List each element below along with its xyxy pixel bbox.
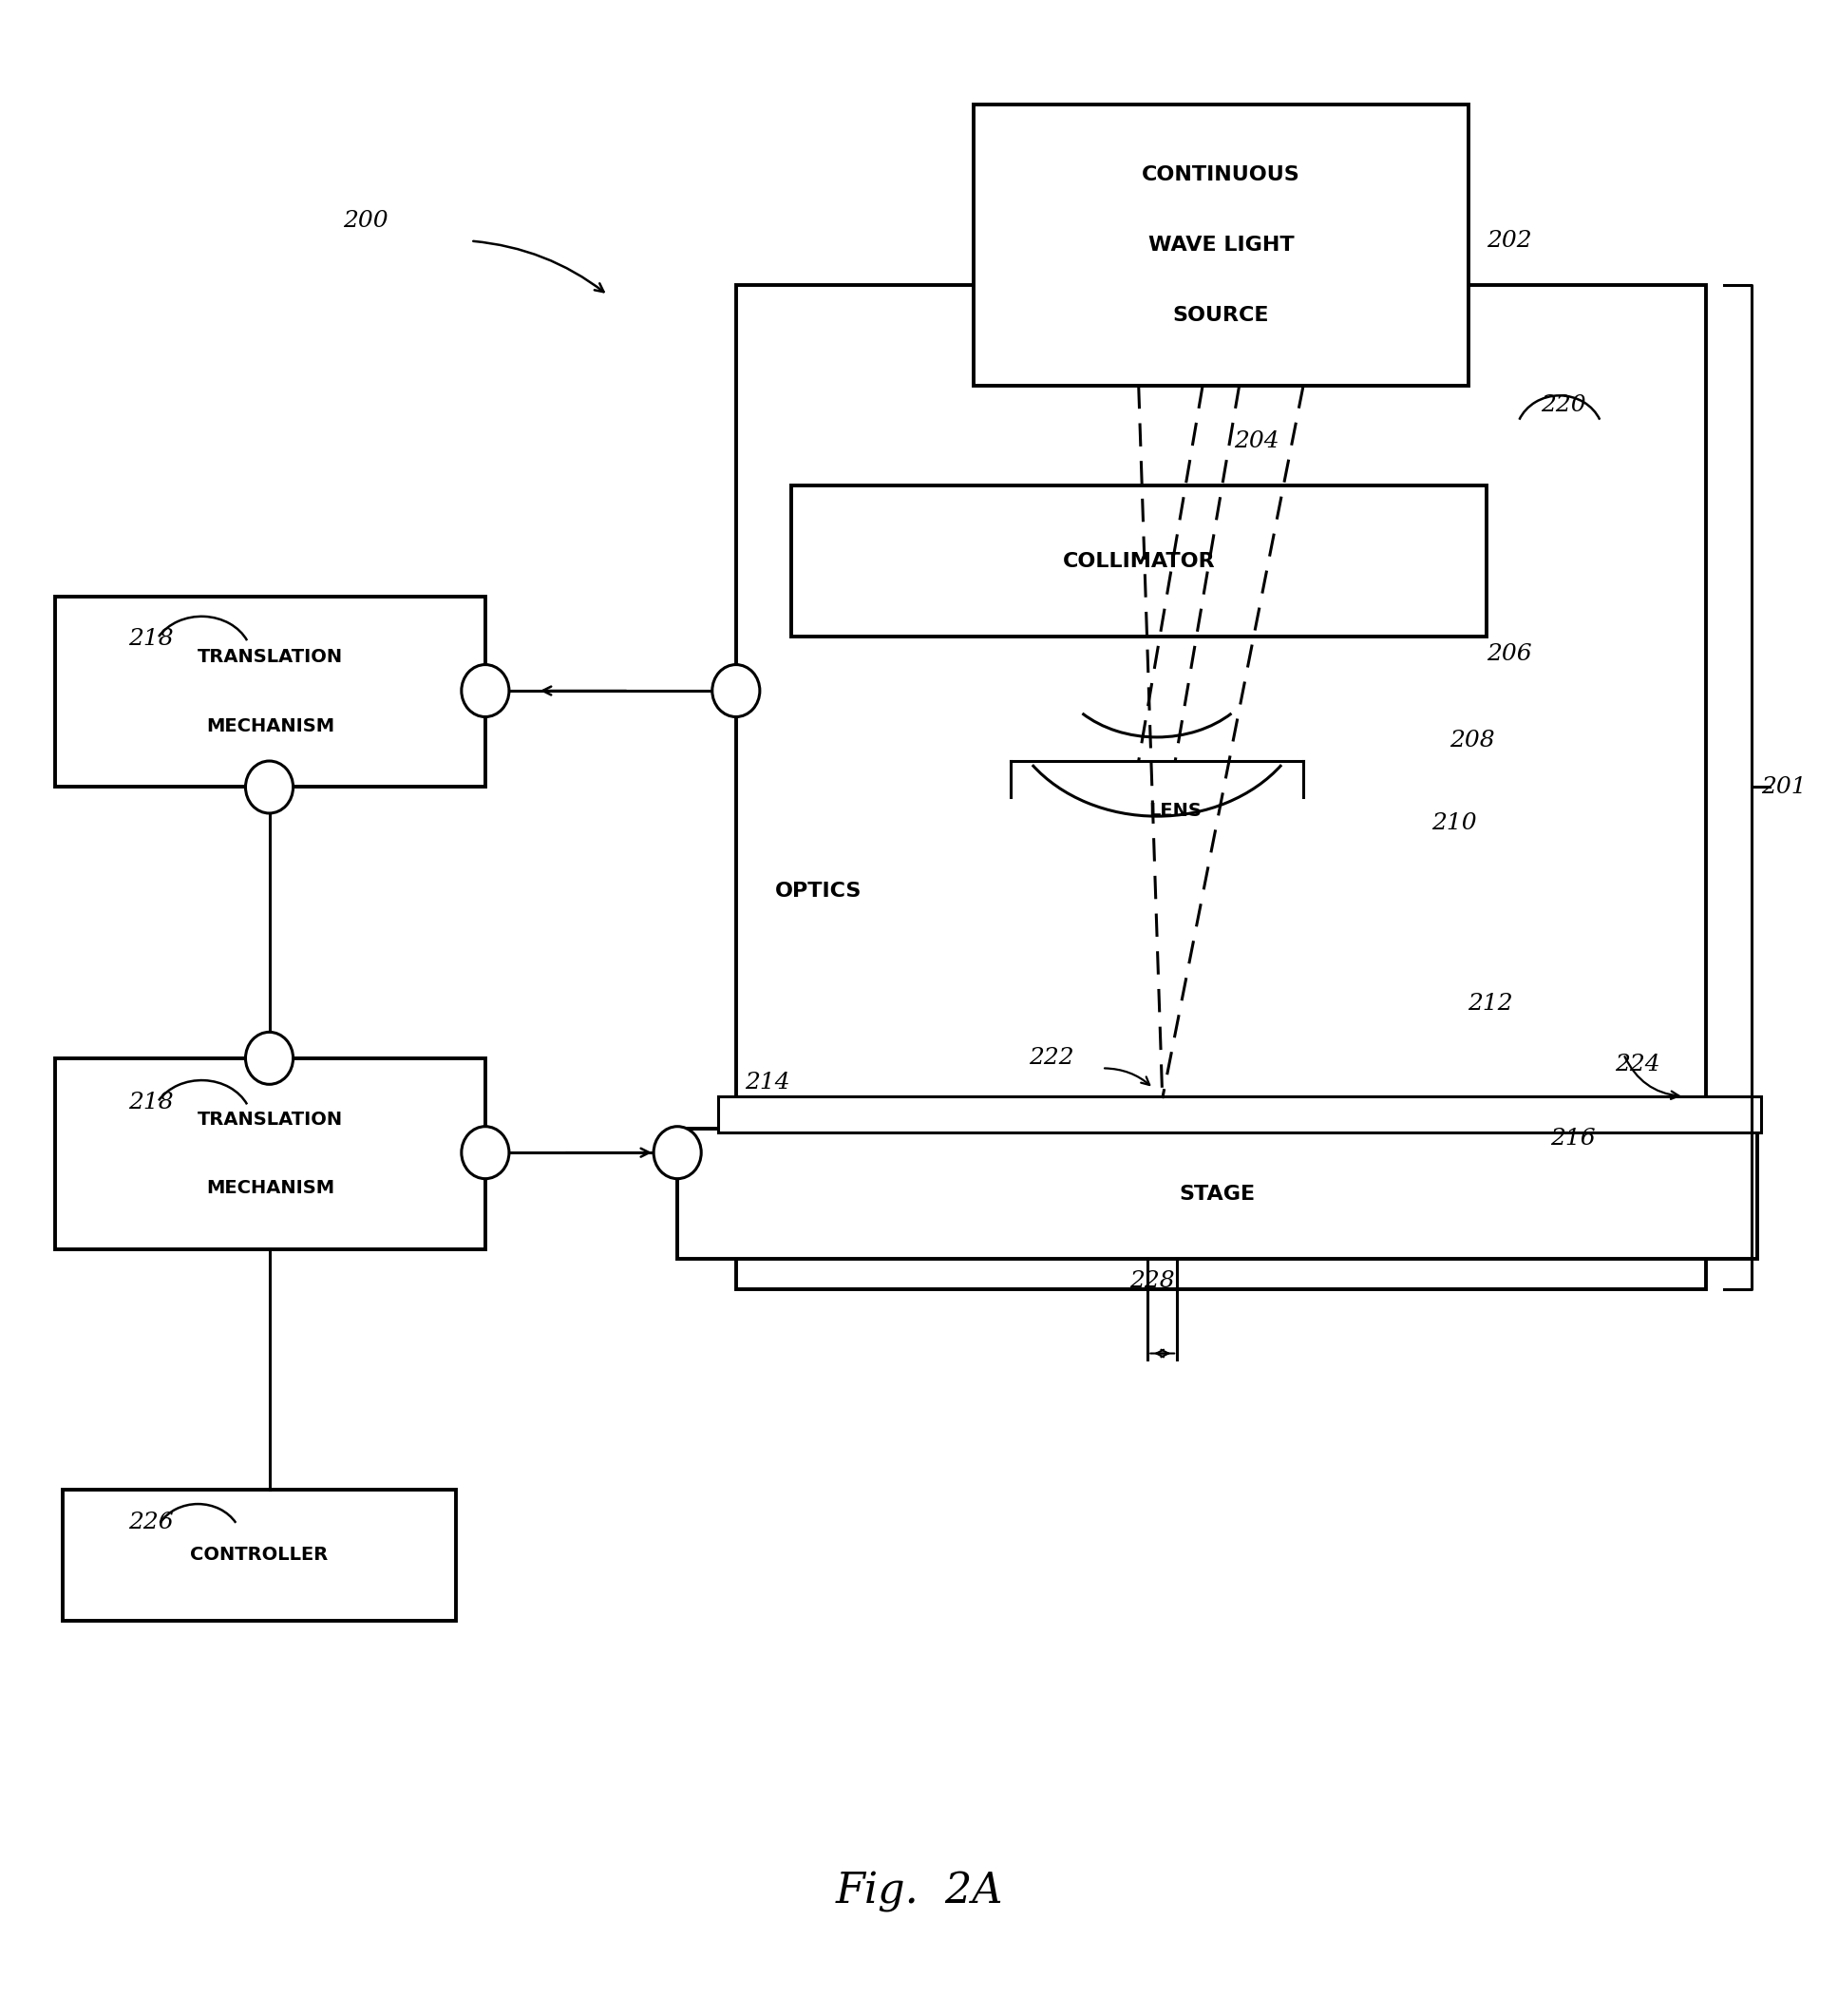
Text: CONTROLLER: CONTROLLER xyxy=(191,1546,329,1564)
Text: STAGE: STAGE xyxy=(1180,1183,1255,1204)
Text: MECHANISM: MECHANISM xyxy=(206,718,335,736)
Text: LENS: LENS xyxy=(1149,802,1202,821)
Text: 228: 228 xyxy=(1130,1270,1174,1292)
Text: 201: 201 xyxy=(1761,776,1807,798)
Circle shape xyxy=(246,1032,292,1085)
Text: 218: 218 xyxy=(129,627,173,649)
FancyBboxPatch shape xyxy=(55,1058,485,1250)
Text: COLLIMATOR: COLLIMATOR xyxy=(1062,552,1215,571)
Text: 224: 224 xyxy=(1614,1052,1660,1075)
Text: 218: 218 xyxy=(129,1091,173,1113)
Text: 220: 220 xyxy=(1542,395,1586,417)
Text: CONTINUOUS: CONTINUOUS xyxy=(1141,165,1299,183)
Text: 212: 212 xyxy=(1469,994,1513,1014)
Text: MECHANISM: MECHANISM xyxy=(206,1179,335,1198)
Text: TRANSLATION: TRANSLATION xyxy=(197,649,344,667)
Text: 208: 208 xyxy=(1450,730,1494,752)
Circle shape xyxy=(711,665,759,718)
FancyBboxPatch shape xyxy=(717,1097,1761,1133)
Text: 204: 204 xyxy=(1233,431,1279,454)
Text: 200: 200 xyxy=(342,210,388,232)
Text: 210: 210 xyxy=(1432,812,1476,835)
FancyBboxPatch shape xyxy=(62,1490,456,1621)
FancyBboxPatch shape xyxy=(735,284,1706,1288)
Text: 226: 226 xyxy=(129,1512,173,1532)
Circle shape xyxy=(461,665,509,718)
Text: TRANSLATION: TRANSLATION xyxy=(197,1111,344,1129)
Text: Fig.  2A: Fig. 2A xyxy=(834,1871,1004,1911)
Circle shape xyxy=(246,760,292,812)
Text: 202: 202 xyxy=(1487,230,1531,252)
Text: SOURCE: SOURCE xyxy=(1173,306,1270,325)
Text: 214: 214 xyxy=(744,1070,790,1093)
FancyBboxPatch shape xyxy=(55,597,485,786)
FancyBboxPatch shape xyxy=(678,1129,1757,1260)
FancyBboxPatch shape xyxy=(790,486,1487,637)
Text: 216: 216 xyxy=(1551,1127,1595,1149)
Circle shape xyxy=(461,1127,509,1179)
Text: OPTICS: OPTICS xyxy=(776,883,862,901)
Circle shape xyxy=(654,1127,702,1179)
Text: 222: 222 xyxy=(1029,1046,1073,1068)
Text: 206: 206 xyxy=(1487,643,1531,665)
Text: WAVE LIGHT: WAVE LIGHT xyxy=(1149,236,1294,254)
FancyBboxPatch shape xyxy=(974,105,1469,385)
